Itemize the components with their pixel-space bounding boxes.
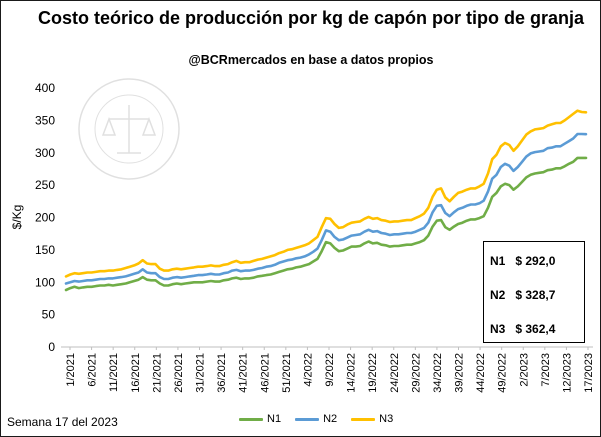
legend-item-n3: N3 <box>351 413 393 425</box>
series-line-n1 <box>64 156 588 292</box>
legend-swatch-n1 <box>239 417 263 421</box>
series-line-n2 <box>64 132 588 285</box>
x-tick-label: 2/2023 <box>518 353 530 387</box>
annotation-label: N2 <box>490 288 506 302</box>
annotation-n3: N3 $ 362,4 <box>490 322 555 336</box>
chart-subtitle: @BCRmercados en base a datos propios <box>188 53 434 67</box>
x-tick-label: 16/2021 <box>130 353 142 393</box>
legend-item-n2: N2 <box>295 413 337 425</box>
x-tick-label: 36/2021 <box>216 353 228 393</box>
x-tick-label: 39/2022 <box>454 353 466 393</box>
x-tick-label: 6/2021 <box>87 353 99 387</box>
series-lines <box>64 109 588 292</box>
legend-label: N3 <box>379 413 394 425</box>
y-tick-label: 250 <box>35 178 55 192</box>
x-tick-label: 11/2021 <box>108 353 120 392</box>
legend-label: N2 <box>323 413 338 425</box>
y-tick-label: 300 <box>35 146 55 160</box>
annotation-n2: N2 $ 328,7 <box>490 288 555 302</box>
x-tick-label: 12/2023 <box>561 353 573 393</box>
latest-values-box: N1 $ 292,0 N2 $ 328,7 N3 $ 362,4 <box>483 241 585 343</box>
x-tick-label: 14/2022 <box>346 353 358 393</box>
x-tick-label: 17/2023 <box>583 353 595 393</box>
x-tick-label: 19/2022 <box>367 353 379 393</box>
y-tick-label: 150 <box>35 243 55 257</box>
axes: 0 50 100 150 200 250 300 350 400 1/2021 6/2021 11/2… <box>35 81 595 393</box>
y-tick-label: 350 <box>35 113 55 127</box>
x-tick-label: 49/2022 <box>497 353 509 393</box>
x-tick-label: 31/2021 <box>195 353 207 393</box>
x-tick-label: 51/2021 <box>281 353 293 393</box>
y-tick-label: 400 <box>35 81 55 95</box>
x-tick-label: 34/2022 <box>432 353 444 393</box>
x-tick-label: 29/2022 <box>410 353 422 393</box>
annotation-label: N3 <box>490 322 506 336</box>
annotation-value: $ 362,4 <box>515 322 556 336</box>
week-note: Semana 17 del 2023 <box>7 415 118 429</box>
annotation-n1: N1 $ 292,0 <box>490 254 555 268</box>
x-tick-label: 7/2023 <box>540 353 552 387</box>
series-line-n3 <box>64 109 588 278</box>
x-tick-label: 4/2022 <box>302 353 314 387</box>
legend-swatch-n3 <box>351 417 376 421</box>
x-tick-label: 26/2021 <box>173 353 185 393</box>
y-axis-label: $/Kg <box>10 205 24 230</box>
annotation-label: N1 <box>490 254 506 268</box>
x-tick-label: 1/2021 <box>65 353 77 387</box>
y-tick-label: 0 <box>48 340 55 354</box>
legend-label: N1 <box>267 413 282 425</box>
chart-title: Costo teórico de producción por kg de ca… <box>37 8 585 28</box>
x-tick-label: 9/2022 <box>324 353 336 387</box>
annotation-value: $ 328,7 <box>515 288 556 302</box>
y-tick-label: 100 <box>35 275 55 289</box>
x-tick-label: 44/2022 <box>475 353 487 393</box>
annotation-value: $ 292,0 <box>515 254 556 268</box>
x-tick-label: 24/2022 <box>389 353 401 393</box>
chart-legend: N1 N2 N3 <box>239 413 393 425</box>
x-tick-label: 46/2021 <box>259 353 271 393</box>
watermark-seal <box>78 78 180 180</box>
y-tick-label: 200 <box>35 211 55 225</box>
legend-swatch-n2 <box>295 417 320 421</box>
y-tick-label: 50 <box>42 308 56 322</box>
legend-item-n1: N1 <box>239 413 281 425</box>
x-tick-label: 21/2021 <box>151 353 163 393</box>
x-tick-label: 41/2021 <box>238 353 250 393</box>
